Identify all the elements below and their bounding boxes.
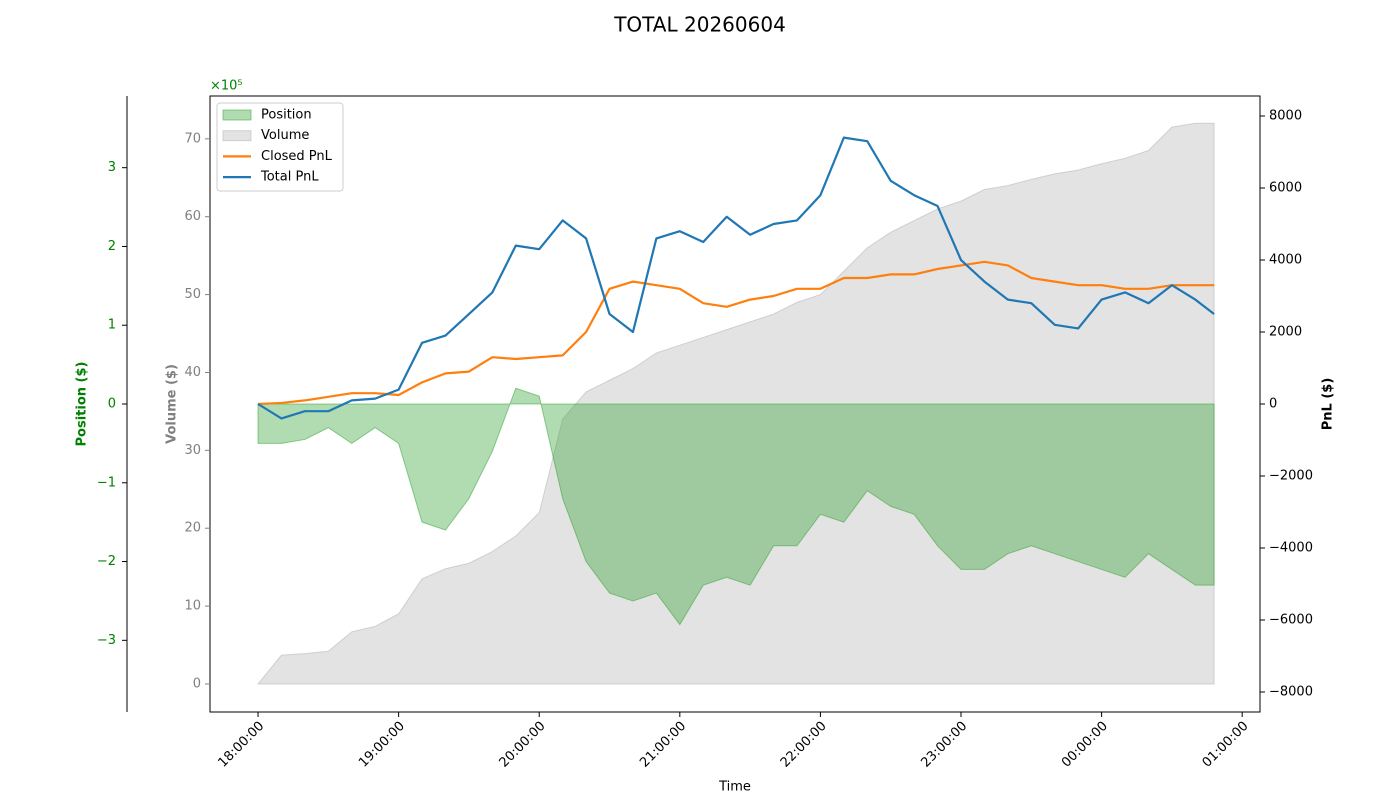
position-offset-label: ×10⁵: [210, 79, 243, 94]
y2-tick-label: 8000: [1269, 109, 1302, 124]
legend: Position Volume Closed PnL Total PnL: [216, 102, 344, 192]
legend-label: Volume: [261, 128, 309, 143]
legend-box: [216, 102, 344, 192]
area: [257, 387, 1215, 626]
y2-tick-label: 2000: [1269, 325, 1302, 340]
y3-tick-label: −1: [97, 475, 116, 490]
y-tick-label: 60: [184, 209, 201, 224]
x-tick-label: 20:00:00: [497, 719, 549, 771]
y3-tick-label: 3: [108, 160, 116, 175]
position-axis-label: Position ($): [75, 362, 90, 447]
legend-label: Position: [261, 108, 312, 123]
x-tick-label: 18:00:00: [215, 719, 267, 771]
volume-axis-label: Volume ($): [165, 364, 180, 444]
y3-tick-label: 1: [108, 318, 116, 333]
y-tick-label: 10: [184, 599, 201, 614]
y3-tick-label: −3: [97, 633, 116, 648]
line: [257, 136, 1215, 420]
y-tick-label: 0: [193, 676, 201, 691]
y2-tick-label: 0: [1269, 397, 1277, 412]
y2-tick-label: −4000: [1269, 540, 1313, 555]
y2-tick-label: −2000: [1269, 468, 1313, 483]
legend-label: Total PnL: [260, 170, 319, 185]
x-tick-label: 21:00:00: [637, 719, 689, 771]
chart-title: TOTAL 20260604: [613, 13, 786, 37]
x-tick-label: 19:00:00: [356, 719, 408, 771]
y2-tick-label: 6000: [1269, 181, 1302, 196]
x-tick-label: 00:00:00: [1059, 719, 1111, 771]
y-tick-label: 40: [184, 365, 201, 380]
legend-swatch: [222, 130, 252, 142]
y3-tick-label: −2: [97, 554, 116, 569]
y2-tick-label: −6000: [1269, 612, 1313, 627]
pnl-axis-label: PnL ($): [1321, 378, 1336, 431]
y3-tick-label: 2: [108, 239, 116, 254]
x-tick-label: 23:00:00: [918, 719, 970, 771]
x-axis-label: Time: [718, 780, 751, 795]
y-tick-label: 70: [184, 131, 201, 146]
legend-swatch: [222, 109, 252, 121]
y-tick-label: 20: [184, 521, 201, 536]
y2-tick-label: 4000: [1269, 253, 1302, 268]
y2-tick-label: −8000: [1269, 684, 1313, 699]
y-tick-label: 30: [184, 443, 201, 458]
line: [257, 260, 1215, 406]
x-tick-label: 22:00:00: [778, 719, 830, 771]
legend-label: Closed PnL: [261, 149, 333, 164]
y-tick-label: 50: [184, 287, 201, 302]
y3-tick-label: 0: [108, 397, 116, 412]
x-tick-label: 01:00:00: [1200, 719, 1252, 771]
